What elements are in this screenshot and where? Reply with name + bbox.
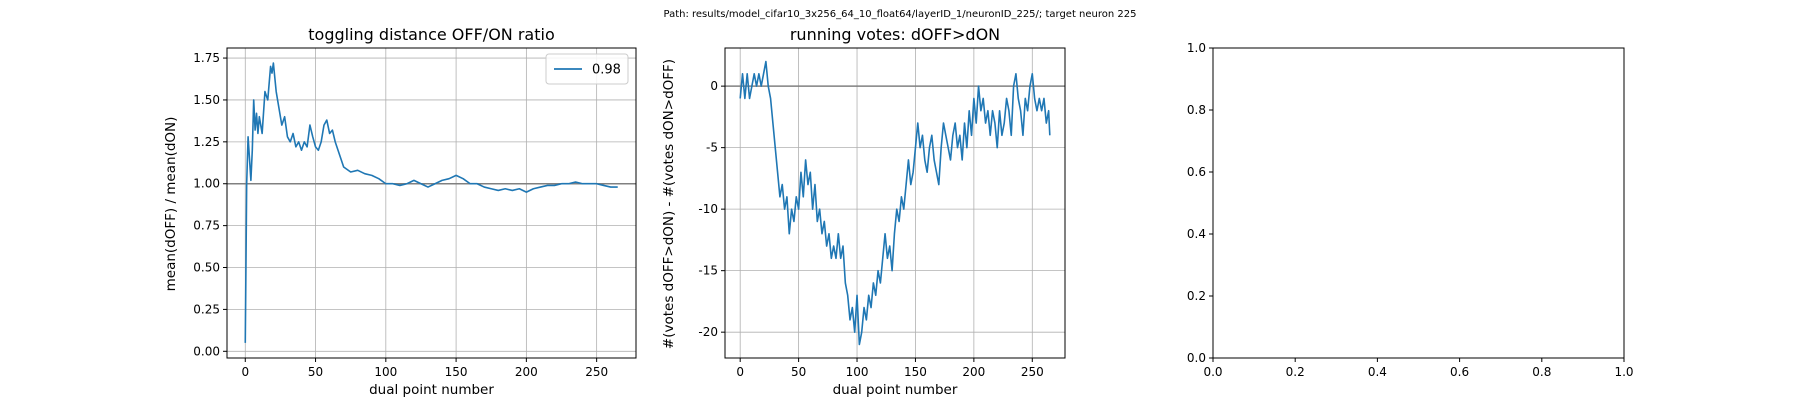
chart-0-frame [226,47,637,359]
chart-1-xlabel: dual point number [833,382,958,398]
chart-2-ytick-label-1: 0.2 [1187,289,1206,303]
chart-0-ytick-label-6: 1.50 [193,93,220,107]
chart-0-title: toggling distance OFF/ON ratio [308,25,554,44]
chart-1-ytick-label-1: -5 [706,141,718,155]
chart-0-ytick-label-0: 0.00 [193,344,220,358]
chart-0-legend-box [545,53,629,85]
chart-1-series-line-0 [739,60,1051,346]
chart-1-title: running votes: dOFF>dON [790,25,1000,44]
chart-1-ylabel: #(votes dOFF>dON) - #(votes dON>dOFF) [661,59,677,349]
chart-0-legend-label-0: 0.98 [592,63,621,78]
chart-toggling-distance-ratio: toggling distance OFF/ON ratio dual poin… [163,25,637,398]
chart-0-series-line-0 [244,62,618,343]
chart-1-ytick-label-4: -20 [698,325,718,339]
chart-2-ytick-label-3: 0.6 [1187,165,1206,179]
chart-1-xtick-label-0: 0 [736,365,744,379]
chart-2-ytick-label-2: 0.4 [1187,227,1206,241]
chart-0-xtick-label-0: 0 [241,365,249,379]
chart-0-xlabel: dual point number [369,382,494,398]
chart-0-xtick-label-1: 50 [308,365,323,379]
chart-1-xtick-label-5: 250 [1021,365,1044,379]
chart-0-ytick-label-5: 1.25 [193,135,220,149]
chart-0-xtick-label-2: 100 [374,365,397,379]
chart-2-xtick-label-4: 0.8 [1532,365,1551,379]
chart-2-xtick-label-1: 0.2 [1286,365,1305,379]
chart-1-ytick-label-2: -10 [698,202,718,216]
figure-suptitle: Path: results/model_cifar10_3x256_64_10_… [664,9,1137,20]
chart-2-xtick-label-5: 1.0 [1614,365,1633,379]
chart-empty-axes: 0.0 0.2 0.4 0.6 0.8 1.0 0.0 0.2 0.4 0.6 0.8 1.0 [1187,41,1634,379]
chart-2-ytick-label-5: 1.0 [1187,41,1206,55]
chart-0-ytick-label-4: 1.00 [193,177,220,191]
chart-1-xtick-label-3: 150 [904,365,927,379]
chart-2-xtick-label-3: 0.6 [1450,365,1469,379]
chart-2-xtick-label-2: 0.4 [1368,365,1387,379]
chart-1-ytick-label-0: 0 [710,79,718,93]
chart-0-ytick-label-2: 0.50 [193,261,220,275]
chart-0-ytick-label-3: 0.75 [193,219,220,233]
chart-running-votes: running votes: dOFF>dON dual point numbe… [661,25,1066,398]
chart-1-xtick-label-1: 50 [791,365,806,379]
chart-0-legend: 0.98 [545,53,629,85]
chart-0-xtick-label-5: 250 [585,365,608,379]
chart-2-ytick-label-0: 0.0 [1187,351,1206,365]
chart-2-ytick-label-4: 0.8 [1187,103,1206,117]
chart-0-ylabel: mean(dOFF) / mean(dON) [163,117,179,292]
chart-1-xtick-label-4: 200 [962,365,985,379]
chart-0-ytick-label-1: 0.25 [193,302,220,316]
chart-2-frame [1212,47,1625,359]
chart-1-xtick-label-2: 100 [846,365,869,379]
chart-0-ytick-label-7: 1.75 [193,51,220,65]
chart-2-xtick-label-0: 0.0 [1203,365,1222,379]
chart-0-xtick-label-3: 150 [445,365,468,379]
chart-1-frame [724,47,1066,359]
chart-0-xtick-label-4: 200 [515,365,538,379]
chart-1-ytick-label-3: -15 [698,264,718,278]
